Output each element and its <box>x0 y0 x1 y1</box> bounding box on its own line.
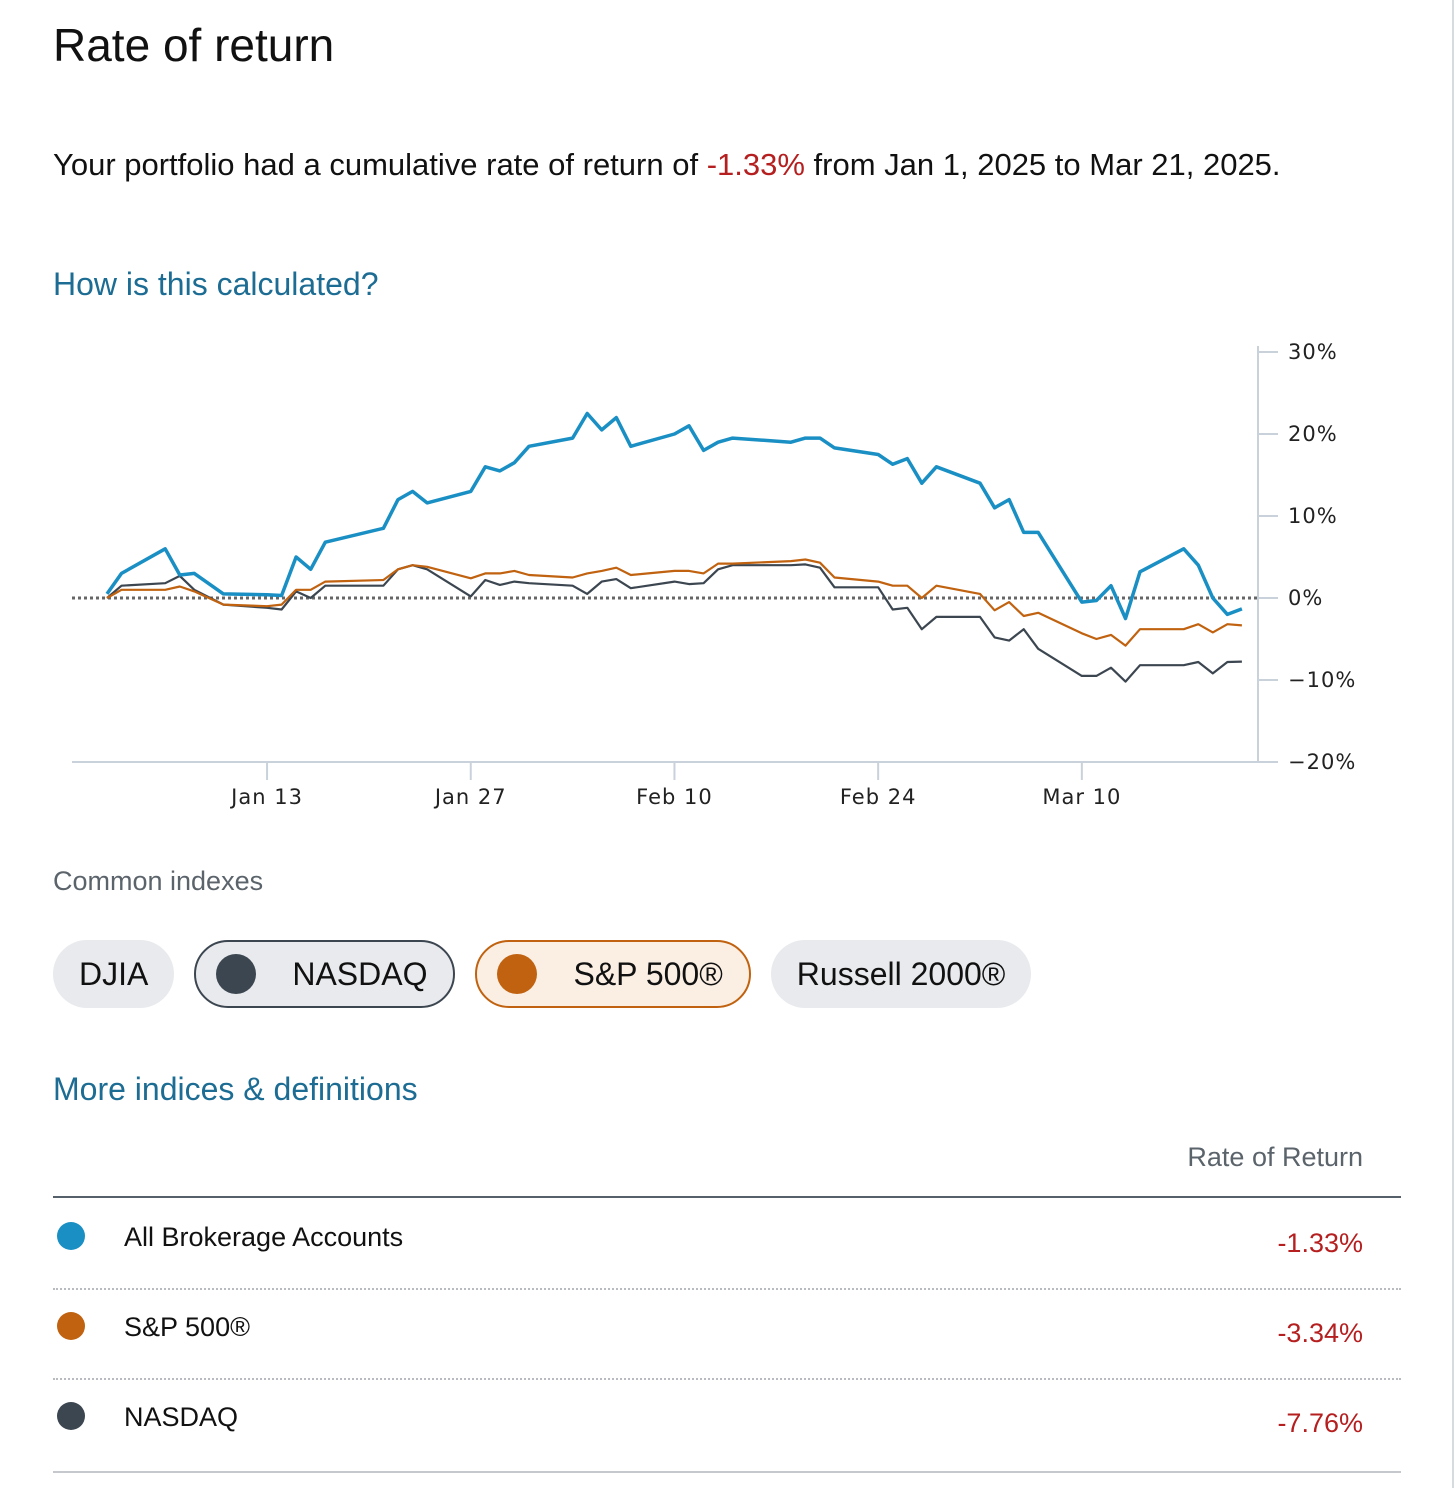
y-tick-label: −20% <box>1288 750 1356 774</box>
row-rule <box>53 1471 1401 1473</box>
edge <box>1452 0 1454 1488</box>
chip-dot <box>216 954 257 994</box>
row-value: -3.34% <box>1277 1318 1363 1348</box>
row-dot <box>57 1312 85 1340</box>
indexes-label: Common indexes <box>53 866 264 896</box>
how-link[interactable]: How is this calculated? <box>53 266 379 302</box>
row-name: NASDAQ <box>124 1402 239 1432</box>
series-line <box>106 558 1242 647</box>
row-rule <box>53 1378 1401 1380</box>
y-tick-label: 20% <box>1288 422 1338 446</box>
chip-label: DJIA <box>79 955 149 992</box>
row-rule <box>53 1288 1401 1290</box>
summary-before: Your portfolio had a cumulative rate of … <box>53 147 707 182</box>
row-name: All Brokerage Accounts <box>124 1222 404 1252</box>
index-chip[interactable]: DJIA <box>53 940 175 1008</box>
x-tick-label: Feb 10 <box>636 785 713 809</box>
series-line <box>105 411 1243 621</box>
x-tick-label: Feb 24 <box>840 785 917 809</box>
summary-after: from Jan 1, 2025 to Mar 21, 2025. <box>804 147 1281 182</box>
summary-text: Your portfolio had a cumulative rate of … <box>53 138 1413 191</box>
y-tick-label: 10% <box>1288 504 1338 528</box>
page-title: Rate of return <box>53 19 335 71</box>
chip-label: Russell 2000® <box>796 955 1006 992</box>
series-line <box>106 563 1242 683</box>
row-value: -7.76% <box>1277 1408 1363 1438</box>
table-rule <box>53 1196 1401 1198</box>
y-tick-label: 30% <box>1288 340 1338 364</box>
x-tick-label: Jan 27 <box>433 785 507 809</box>
row-dot <box>57 1222 85 1250</box>
x-tick-label: Jan 13 <box>229 785 303 809</box>
chart: 30% 20% 10% 0% −10% −20% Jan 13 Jan 27 Feb 10 Feb… <box>72 340 1356 809</box>
chip-row: DJIA NASDAQ S&P 500® Russell 2000® <box>53 940 1032 1008</box>
chip-label: NASDAQ <box>292 955 428 992</box>
chip-label: S&P 500® <box>573 955 723 992</box>
index-chip[interactable]: S&P 500® <box>475 940 751 1008</box>
chip-dot <box>497 954 538 994</box>
table-header: Rate of Return <box>1187 1142 1363 1172</box>
more-link[interactable]: More indices & definitions <box>53 1071 418 1107</box>
y-tick-label: −10% <box>1288 668 1356 692</box>
row-dot <box>57 1402 85 1430</box>
index-chip[interactable]: Russell 2000® <box>770 940 1032 1008</box>
row-name: S&P 500® <box>124 1312 250 1342</box>
row-value: -1.33% <box>1277 1228 1363 1258</box>
index-chip[interactable]: NASDAQ <box>194 940 456 1008</box>
summary-value: -1.33% <box>706 147 805 182</box>
x-tick-label: Mar 10 <box>1042 785 1121 809</box>
y-tick-label: 0% <box>1288 586 1323 610</box>
